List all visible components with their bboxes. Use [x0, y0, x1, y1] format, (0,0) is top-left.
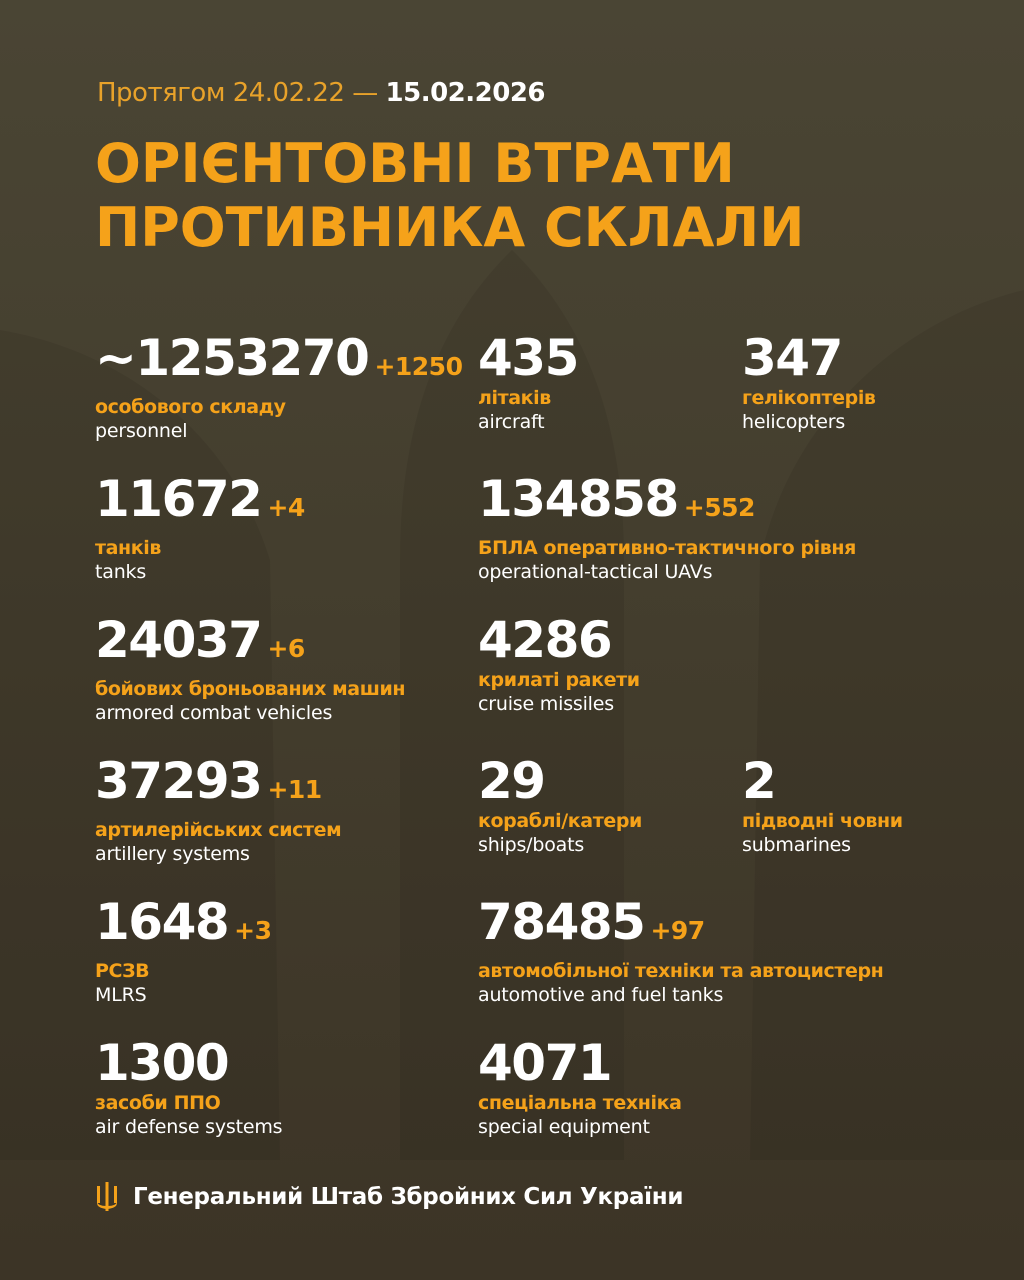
stat-delta: +552: [683, 493, 756, 522]
stat-value: 4071: [478, 1034, 613, 1092]
footer-text: Генеральний Штаб Збройних Сил України: [133, 1184, 684, 1210]
stat-label-ua: крилаті ракети: [478, 669, 640, 691]
stat-label-ua: РСЗВ: [95, 960, 150, 982]
title-line-1: ОРІЄНТОВНІ ВТРАТИ: [95, 132, 735, 195]
stat-value: ~1253270: [95, 329, 370, 387]
stat-artillery: 37293 +11 артилерійських систем artillery s…: [95, 752, 342, 867]
stat-delta: +1250: [374, 352, 463, 381]
stat-submarines: 2 підводні човни submarines: [742, 753, 903, 858]
stat-value: 1300: [95, 1034, 230, 1092]
stat-uavs: 134858 +552 БПЛА оперативно-тактичного рів…: [478, 471, 856, 585]
stat-label-en: personnel: [95, 420, 188, 442]
stat-label-en: air defense systems: [95, 1116, 283, 1138]
stat-label-ua: автомобільної техніки та автоцистерн: [478, 960, 884, 982]
stat-label-ua: кораблі/катери: [478, 810, 642, 832]
page-title: ОРІЄНТОВНІ ВТРАТИ ПРОТИВНИКА СКЛАЛИ: [95, 132, 804, 260]
stat-label-ua: підводні човни: [742, 810, 903, 832]
stat-special-equipment: 4071 спеціальна техніка special equipment: [478, 1035, 682, 1140]
stat-delta: +3: [234, 916, 272, 945]
stat-label-en: MLRS: [95, 984, 147, 1006]
stat-label-ua: гелікоптерів: [742, 387, 876, 409]
stat-value: 2: [742, 752, 777, 810]
stat-label-ua: засоби ППО: [95, 1092, 221, 1114]
stat-label-en: special equipment: [478, 1116, 650, 1138]
stat-acv: 24037 +6 бойових броньованих машин armored …: [95, 611, 406, 726]
stat-label-ua: артилерійських систем: [95, 819, 342, 841]
stat-tanks: 11672 +4 танків tanks: [95, 471, 305, 585]
stat-value: 347: [742, 329, 843, 387]
stat-label-ua: особового складу: [95, 396, 286, 418]
stat-helicopters: 347 гелікоптерів helicopters: [742, 330, 876, 435]
stat-air-defense: 1300 засоби ППО air defense systems: [95, 1034, 283, 1140]
stat-label-en: operational-tactical UAVs: [478, 561, 713, 583]
stat-value: 4286: [478, 611, 613, 669]
stat-label-en: ships/boats: [478, 834, 585, 856]
stat-delta: +11: [267, 775, 322, 804]
title-line-2: ПРОТИВНИКА СКЛАЛИ: [95, 196, 805, 259]
stat-aircraft: 435 літаків aircraft: [478, 329, 579, 435]
trident-icon: [97, 1182, 117, 1211]
stat-label-en: artillery systems: [95, 843, 250, 865]
stat-personnel: ~1253270 +1250 особового складу personnel: [95, 329, 463, 444]
stat-delta: +97: [650, 916, 705, 945]
stat-value: 435: [478, 329, 579, 387]
stat-delta: +6: [267, 634, 305, 663]
stat-value: 78485: [478, 893, 646, 951]
stat-value: 1648: [95, 893, 230, 951]
stat-label-en: helicopters: [742, 411, 846, 433]
stat-label-en: aircraft: [478, 411, 545, 433]
stat-label-ua: бойових броньованих машин: [95, 678, 406, 700]
stat-label-ua: спеціальна техніка: [478, 1092, 682, 1114]
period-end: 15.02.2026: [385, 78, 546, 108]
stat-value: 134858: [478, 470, 679, 528]
period: Протягом 24.02.22 — 15.02.2026: [97, 78, 546, 108]
stat-label-en: submarines: [742, 834, 851, 856]
stat-label-en: automotive and fuel tanks: [478, 984, 724, 1006]
stat-vehicles: 78485 +97 автомобільної техніки та автоцис…: [478, 893, 884, 1008]
stat-value: 11672: [95, 470, 263, 528]
stat-value: 37293: [95, 752, 263, 810]
stat-label-en: armored combat vehicles: [95, 702, 333, 724]
stat-mlrs: 1648 +3 РСЗВ MLRS: [95, 894, 272, 1008]
stat-label-ua: літаків: [478, 387, 551, 409]
stat-label-ua: БПЛА оперативно-тактичного рівня: [478, 537, 856, 559]
stat-delta: +4: [267, 493, 305, 522]
footer: Генеральний Штаб Збройних Сил України: [95, 1182, 683, 1212]
stat-cruise-missiles: 4286 крилаті ракети cruise missiles: [478, 612, 640, 717]
stat-ships: 29 кораблі/катери ships/boats: [478, 753, 642, 858]
period-start: Протягом 24.02.22 —: [97, 78, 378, 108]
stat-value: 24037: [95, 611, 263, 669]
stat-value: 29: [478, 752, 546, 810]
stat-label-ua: танків: [95, 537, 161, 559]
stat-label-en: tanks: [95, 561, 147, 583]
stat-label-en: cruise missiles: [478, 693, 614, 715]
